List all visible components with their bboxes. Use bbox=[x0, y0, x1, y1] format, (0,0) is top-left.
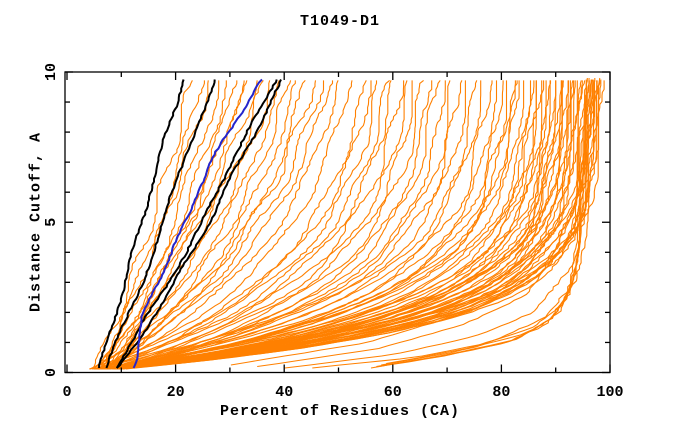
model-curve bbox=[100, 80, 392, 370]
model-curve bbox=[90, 80, 372, 370]
model-curve bbox=[100, 80, 520, 370]
model-curve bbox=[109, 79, 424, 370]
model-curve bbox=[312, 79, 602, 369]
model-curve bbox=[94, 80, 378, 370]
model-curve bbox=[92, 80, 193, 370]
model-curve bbox=[230, 79, 592, 366]
model-curve bbox=[102, 80, 353, 370]
model-curve bbox=[106, 80, 588, 370]
model-curve bbox=[105, 80, 569, 370]
chart-title: T1049-D1 bbox=[299, 13, 380, 30]
model-curve bbox=[108, 80, 413, 370]
model-curve bbox=[107, 80, 545, 370]
tick-label: 60 bbox=[384, 384, 402, 401]
model-curve bbox=[257, 77, 601, 368]
model-curve bbox=[132, 78, 263, 369]
curves-layer bbox=[89, 77, 605, 370]
model-curve bbox=[93, 80, 535, 370]
model-curve bbox=[115, 80, 574, 370]
y-axis-title: Distance Cutoff, A bbox=[27, 131, 45, 313]
model-curve bbox=[112, 80, 596, 370]
model-curve bbox=[115, 79, 278, 369]
model-curve bbox=[109, 80, 433, 370]
model-curve bbox=[106, 80, 482, 370]
model-curve bbox=[106, 80, 570, 370]
tick-label: 0 bbox=[62, 384, 71, 401]
model-curve bbox=[110, 80, 292, 370]
model-curve bbox=[100, 80, 463, 370]
model-curve bbox=[102, 80, 339, 370]
tick-label: 20 bbox=[167, 384, 185, 401]
model-curve bbox=[101, 80, 525, 370]
tick-label: 0 bbox=[43, 368, 60, 377]
model-curve bbox=[118, 80, 508, 370]
model-curve bbox=[98, 80, 264, 370]
model-curve bbox=[98, 80, 325, 370]
model-curve bbox=[97, 80, 258, 369]
model-curve bbox=[113, 80, 575, 370]
tick-label: 10 bbox=[43, 63, 60, 81]
model-curve bbox=[107, 80, 238, 370]
model-curve bbox=[116, 79, 282, 369]
model-curve bbox=[108, 80, 498, 370]
x-axis-title: Percent of Residues (CA) bbox=[219, 403, 461, 420]
model-curve bbox=[115, 80, 446, 370]
tick-label: 40 bbox=[275, 384, 293, 401]
model-curve bbox=[102, 80, 466, 370]
model-curve bbox=[106, 80, 408, 370]
model-curve bbox=[99, 80, 334, 370]
model-curve bbox=[97, 80, 516, 370]
model-curve bbox=[89, 80, 532, 370]
tick-label: 5 bbox=[43, 218, 60, 227]
model-curve bbox=[115, 80, 504, 370]
model-curve bbox=[107, 80, 367, 370]
tick-label: 100 bbox=[596, 384, 623, 401]
model-curve bbox=[98, 80, 405, 370]
model-curve bbox=[107, 80, 547, 370]
model-curve bbox=[89, 80, 317, 370]
axes-frame: 0 20 40 60 80 100 0 5 10 bbox=[43, 63, 624, 401]
model-curve bbox=[284, 79, 594, 369]
tick-label: 80 bbox=[492, 384, 510, 401]
model-curve bbox=[376, 78, 588, 368]
model-curve bbox=[386, 78, 596, 365]
model-curve bbox=[94, 80, 562, 370]
model-curve bbox=[97, 79, 390, 370]
model-curve bbox=[105, 80, 220, 369]
model-curve bbox=[105, 80, 493, 370]
model-curve bbox=[105, 79, 216, 369]
model-curve bbox=[98, 79, 185, 368]
model-curve bbox=[116, 80, 441, 370]
